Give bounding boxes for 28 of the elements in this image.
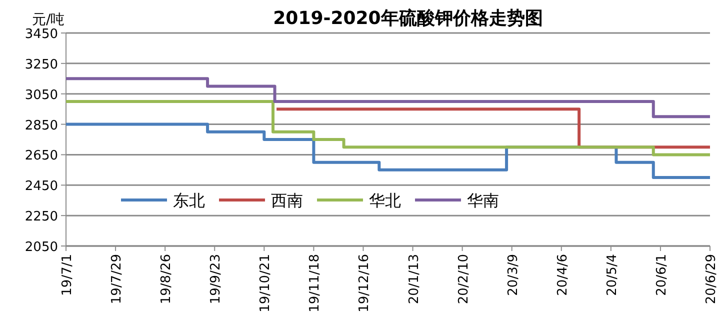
- y-tick-label: 3450: [24, 27, 58, 42]
- y-tick-label: 2250: [24, 210, 58, 225]
- y-tick-label: 2050: [24, 240, 58, 255]
- legend-label: 华南: [467, 191, 499, 210]
- y-axis-title: 元/吨: [32, 12, 65, 28]
- x-tick-label: 20/3/9: [506, 254, 521, 296]
- y-tick-label: 3050: [24, 88, 58, 103]
- chart-title: 2019-2020年硫酸钾价格走势图: [273, 8, 543, 29]
- x-tick-label: 19/8/26: [159, 254, 174, 304]
- x-tick-label: 19/7/29: [110, 254, 125, 304]
- x-tick-label: 20/5/4: [604, 254, 620, 296]
- legend-label: 西南: [271, 191, 303, 210]
- x-tick-label: 20/4/6: [555, 254, 570, 296]
- y-tick-label: 2450: [24, 179, 58, 194]
- y-tick-label: 3250: [24, 57, 58, 72]
- legend-label: 华北: [369, 191, 401, 210]
- y-tick-label: 2650: [24, 148, 58, 164]
- x-tick-label: 20/1/13: [406, 254, 422, 304]
- x-tick-label: 19/7/1: [60, 254, 75, 296]
- x-tick-label: 20/2/10: [456, 254, 472, 304]
- x-tick-label: 19/10/21: [258, 254, 274, 312]
- x-tick-label: 20/6/29: [704, 254, 719, 304]
- y-tick-label: 2850: [24, 118, 58, 134]
- legend-label: 东北: [173, 191, 205, 210]
- x-tick-label: 20/6/1: [654, 254, 670, 296]
- x-tick-label: 19/9/23: [208, 254, 224, 304]
- x-tick-label: 19/12/16: [357, 254, 372, 312]
- x-tick-label: 19/11/18: [308, 254, 323, 312]
